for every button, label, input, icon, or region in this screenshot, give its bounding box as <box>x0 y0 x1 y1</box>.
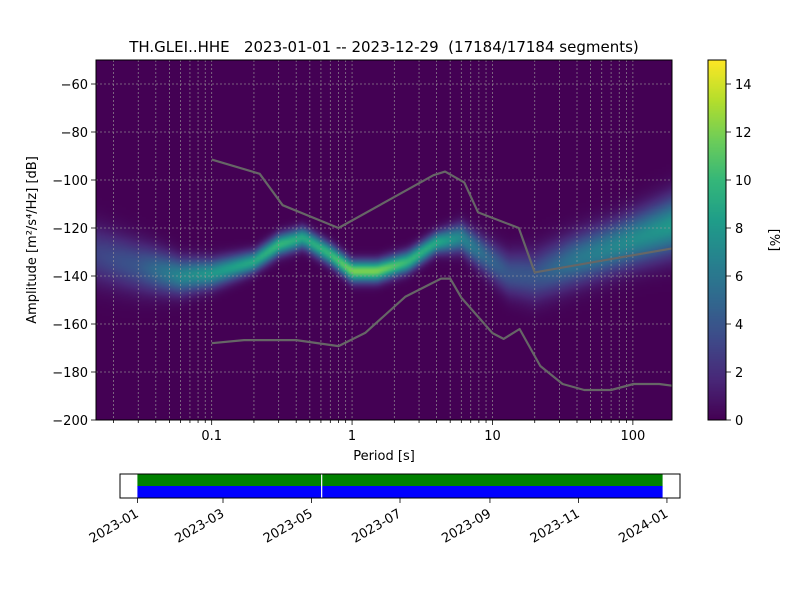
colorbar-tick-label: 8 <box>735 222 743 237</box>
colorbar-tick-label: 12 <box>735 126 752 141</box>
y-tick-label: −80 <box>61 126 88 141</box>
coverage-timeline: 2023-01 2023-03 2023-05 2023-07 2023-09 2023-… <box>87 473 681 547</box>
timeline-tick-label: 2023-09 <box>439 506 494 546</box>
noise-model-nlnm <box>211 277 673 392</box>
colorbar-gradient <box>708 60 726 420</box>
timeline-tick-label: 2023-05 <box>261 506 316 546</box>
colorbar-tick-label: 2 <box>735 366 743 381</box>
colorbar-tick-label: 4 <box>735 318 743 333</box>
y-tick-label: −200 <box>52 414 88 429</box>
colorbar-frame <box>707 59 727 421</box>
timeline-tick-label: 2023-07 <box>349 506 404 546</box>
coverage-bar <box>137 474 663 487</box>
y-tick-label: −140 <box>52 270 88 285</box>
x-tick-label: 100 <box>620 429 645 444</box>
colorbar: 0 2 4 6 8 10 12 14 [%] <box>707 59 781 429</box>
y-axis-label: Amplitude [m²/s⁴/Hz] [dB] <box>25 156 40 324</box>
timeline-axis: 2023-01 2023-03 2023-05 2023-07 2023-09 2023-… <box>87 498 671 547</box>
timeline-tick-label: 2024-01 <box>616 506 671 546</box>
y-tick-label: −60 <box>61 78 88 93</box>
coverage-bar <box>137 486 663 499</box>
coverage-gap <box>321 486 323 499</box>
density-heatmap <box>96 60 672 420</box>
plot-frame <box>95 59 673 421</box>
timeline-tick-label: 2023-01 <box>87 506 142 546</box>
coverage-bars <box>137 474 663 499</box>
noise-model-lines <box>211 158 673 392</box>
chart-title: TH.GLEI..HHE 2023-01-01 -- 2023-12-29 (1… <box>128 38 639 56</box>
colorbar-tick-label: 14 <box>735 78 752 93</box>
y-tick-label: −120 <box>52 222 88 237</box>
y-tick-label: −180 <box>52 366 88 381</box>
x-tick-label: 0.1 <box>201 429 222 444</box>
y-axis: −200 −180 −160 −140 −120 −100 −80 −60 <box>52 78 96 429</box>
x-tick-label: 1 <box>348 429 356 444</box>
x-axis: 0.1 1 10 100 <box>113 420 645 444</box>
colorbar-label: [%] <box>766 229 781 252</box>
ppsd-plot: 0.1 1 10 100 −200 −180 −160 −140 −120 −100 −80 −60… <box>25 59 673 464</box>
colorbar-tick-label: 10 <box>735 174 752 189</box>
y-tick-label: −160 <box>52 318 88 333</box>
x-tick-label: 10 <box>484 429 501 444</box>
coverage-gap <box>321 474 323 487</box>
colorbar-tick-label: 6 <box>735 270 743 285</box>
x-axis-label: Period [s] <box>353 449 415 464</box>
timeline-tick-label: 2023-03 <box>172 506 227 546</box>
noise-model-nhnm <box>211 158 673 274</box>
y-tick-label: −100 <box>52 174 88 189</box>
grid-lines <box>96 60 672 421</box>
colorbar-tick-label: 0 <box>735 414 743 429</box>
timeline-tick-label: 2023-11 <box>528 506 583 546</box>
colorbar-ticks: 0 2 4 6 8 10 12 14 <box>726 78 752 429</box>
